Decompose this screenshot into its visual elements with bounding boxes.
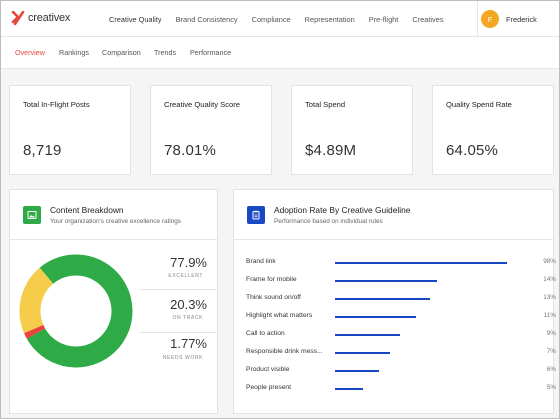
kpi-label: Total In-Flight Posts <box>23 100 90 109</box>
panel-title: Adoption Rate By Creative Guideline <box>274 205 411 215</box>
on-track-value: 20.3% <box>170 297 207 312</box>
kpi-value: 78.01% <box>164 142 217 159</box>
bar-percent: 14% <box>543 276 556 283</box>
bar <box>335 334 400 336</box>
bar-percent: 7% <box>546 348 556 355</box>
bar <box>335 352 390 354</box>
bar-percent: 9% <box>546 330 556 337</box>
bar-row[interactable]: Responsible drink mess... 7% <box>246 348 556 358</box>
bar-percent: 11% <box>543 312 556 319</box>
tab-overview[interactable]: Overview <box>15 48 45 57</box>
bar-label: Think sound on/off <box>246 294 301 301</box>
bar <box>335 298 430 300</box>
kpi-label: Total Spend <box>305 100 346 109</box>
tab-comparison[interactable]: Comparison <box>102 48 141 57</box>
clipboard-icon <box>247 206 265 224</box>
content-breakdown-donut <box>19 254 133 368</box>
bar <box>335 316 416 318</box>
user-menu[interactable]: F Frederick <box>477 1 559 37</box>
image-icon <box>23 206 41 224</box>
bar-label: Call to action <box>246 330 285 337</box>
bar-label: Product visible <box>246 366 290 373</box>
bar-label: Highlight what matters <box>246 312 313 319</box>
divider <box>139 332 217 333</box>
bar-percent: 13% <box>543 294 556 301</box>
bar-row[interactable]: Frame for mobile 14% <box>246 276 556 286</box>
panel-subtitle: Your organization's creative excellence … <box>50 218 182 225</box>
bar-label: Brand link <box>246 258 276 265</box>
bar-row[interactable]: Call to action 9% <box>246 330 556 340</box>
bar-label: Frame for mobile <box>246 276 297 283</box>
excellent-label: EXCELLENT <box>168 273 203 279</box>
main-nav: Creative Quality Brand Consistency Complia… <box>109 1 458 37</box>
bar-label: Responsible drink mess... <box>246 348 323 355</box>
kpi-card-quality-score: Creative Quality Score 78.01% <box>150 85 272 175</box>
bar-row[interactable]: Brand link 98% <box>246 258 556 268</box>
bar <box>335 388 363 390</box>
on-track-label: ON TRACK <box>172 315 203 321</box>
bar-label: People present <box>246 384 291 391</box>
bar-percent: 98% <box>543 258 556 265</box>
panel-header: Content Breakdown Your organization's cr… <box>10 190 217 240</box>
panel-subtitle: Performance based on individual rules <box>274 218 383 225</box>
panel-title: Content Breakdown <box>50 205 124 215</box>
content-breakdown-panel: Content Breakdown Your organization's cr… <box>9 189 218 414</box>
topnav-item-creatives[interactable]: Creatives <box>412 14 444 24</box>
panel-header: Adoption Rate By Creative Guideline Perf… <box>234 190 553 240</box>
kpi-value: 64.05% <box>446 142 499 159</box>
bar-row[interactable]: Think sound on/off 13% <box>246 294 556 304</box>
bar <box>335 370 379 372</box>
topnav-item-creative-quality[interactable]: Creative Quality <box>109 14 162 24</box>
avatar[interactable]: F <box>481 10 499 28</box>
tab-trends[interactable]: Trends <box>154 48 177 57</box>
bar <box>335 262 507 264</box>
kpi-card-quality-spend-rate: Quality Spend Rate 64.05% <box>432 85 554 175</box>
bar-percent: 6% <box>546 366 556 373</box>
bar-row[interactable]: Highlight what matters 11% <box>246 312 556 322</box>
kpi-value: $4.89M <box>305 142 357 159</box>
kpi-card-total-posts: Total In-Flight Posts 8,719 <box>9 85 131 175</box>
logo[interactable]: creativex <box>11 11 70 25</box>
adoption-rate-panel: Adoption Rate By Creative Guideline Perf… <box>233 189 554 414</box>
creativex-logo-icon <box>11 11 25 25</box>
kpi-label: Creative Quality Score <box>164 100 240 109</box>
bar <box>335 280 437 282</box>
top-navigation-bar: creativex Creative Quality Brand Consiste… <box>1 1 559 37</box>
bar-percent: 5% <box>546 384 556 391</box>
kpi-value: 8,719 <box>23 142 62 159</box>
kpi-card-total-spend: Total Spend $4.89M <box>291 85 413 175</box>
tab-performance[interactable]: Performance <box>190 48 232 57</box>
bar-row[interactable]: Product visible 6% <box>246 366 556 376</box>
topnav-item-representation[interactable]: Representation <box>304 14 355 24</box>
bar-row[interactable]: People present 5% <box>246 384 556 394</box>
excellent-value: 77.9% <box>170 255 207 270</box>
kpi-label: Quality Spend Rate <box>446 100 512 109</box>
needs-work-label: NEEDS WORK <box>162 355 203 361</box>
donut-slice-on-track[interactable] <box>19 267 54 334</box>
user-name[interactable]: Frederick <box>506 14 537 24</box>
logo-text: creativex <box>28 12 71 24</box>
topnav-item-pre-flight[interactable]: Pre-flight <box>368 14 399 24</box>
topnav-item-brand-consistency[interactable]: Brand Consistency <box>175 14 238 24</box>
donut-slice-excellent[interactable] <box>26 254 133 368</box>
divider <box>139 289 217 290</box>
tab-rankings[interactable]: Rankings <box>59 48 89 57</box>
topnav-item-compliance[interactable]: Compliance <box>251 14 291 24</box>
sub-tabs: Overview Rankings Comparison Trends Performa… <box>1 37 559 69</box>
needs-work-value: 1.77% <box>170 336 207 351</box>
donut-slice-needs-work[interactable] <box>24 324 46 339</box>
